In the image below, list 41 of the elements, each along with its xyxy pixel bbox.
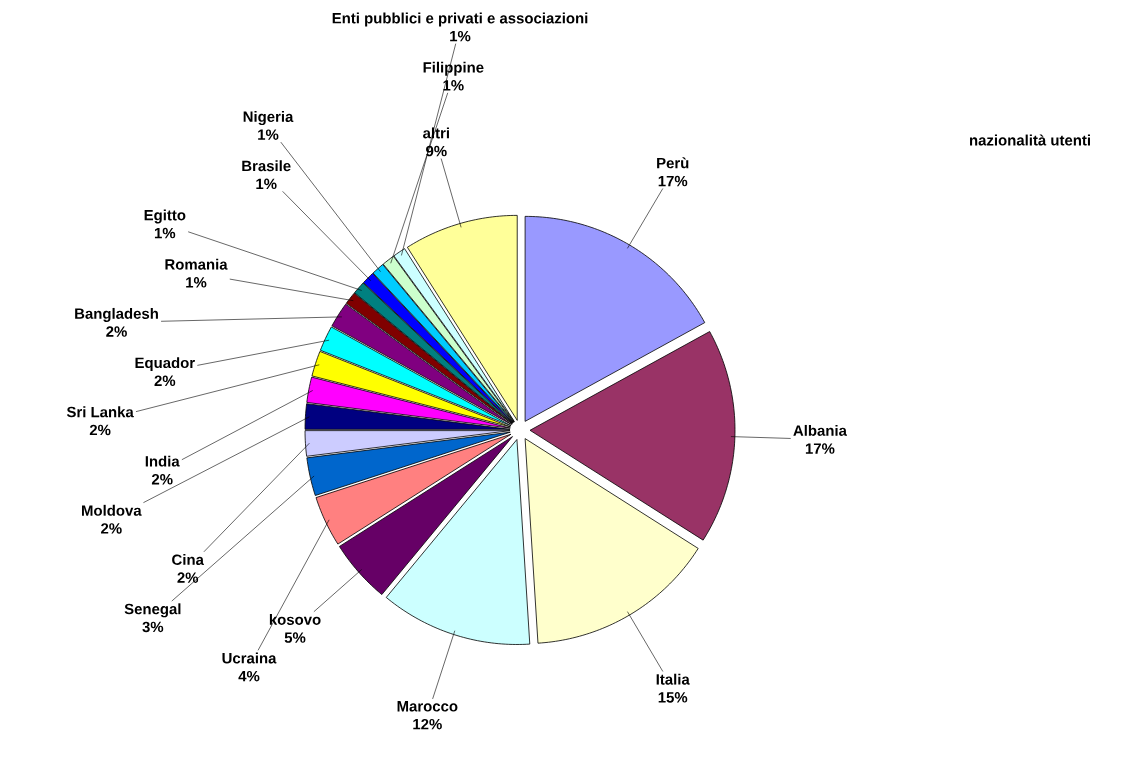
slice-label: Nigeria	[243, 111, 294, 126]
slice-label: Ucraina	[222, 652, 277, 664]
slice-label: Sri Lanka	[66, 406, 134, 418]
data-label: 1%	[258, 129, 279, 140]
data-label: 2%	[154, 375, 176, 387]
data-label: 17%	[658, 175, 688, 187]
data-label: 2%	[101, 523, 122, 534]
data-label: 3%	[142, 621, 164, 633]
data-label: 1%	[256, 178, 277, 190]
data-label: 2%	[89, 424, 111, 436]
data-label: 17%	[805, 443, 835, 454]
slice-label: Senegal	[124, 603, 181, 618]
slice-label: Bangladesh	[75, 307, 158, 322]
slice-label: Romania	[165, 258, 228, 270]
slice-label: Moldova	[82, 504, 142, 516]
data-label: 1%	[154, 227, 176, 239]
data-label: 15%	[658, 692, 688, 703]
slice-label: India	[145, 455, 180, 467]
data-label: 12%	[413, 718, 442, 730]
data-label: 9%	[426, 145, 447, 157]
data-label: 1%	[443, 80, 464, 91]
data-label: 2%	[177, 572, 199, 583]
slice-label: Equador	[135, 357, 195, 372]
data-label: 5%	[284, 632, 306, 643]
slice-label: Enti pubblici e privati e associazioni	[332, 12, 588, 27]
data-label: 1%	[450, 30, 471, 42]
slice-label: kosovo	[269, 613, 321, 625]
slice-label: Brasile	[242, 160, 291, 172]
slice-label: Egitto	[144, 209, 186, 224]
slice-label: Filippine	[423, 61, 484, 76]
slice-label: Perù	[657, 157, 689, 169]
slice-label: Albania	[793, 424, 848, 436]
text: nazionalità utenti	[969, 134, 1090, 146]
data-label: 2%	[106, 326, 127, 337]
data-label: 1%	[186, 277, 207, 288]
slice-label: altri	[423, 127, 449, 139]
data-label: 4%	[238, 670, 260, 682]
slice-label: Italia	[656, 673, 690, 685]
slice-label: Cina	[172, 554, 204, 566]
data-label: 2%	[151, 473, 173, 485]
slice-label: Marocco	[397, 701, 458, 712]
